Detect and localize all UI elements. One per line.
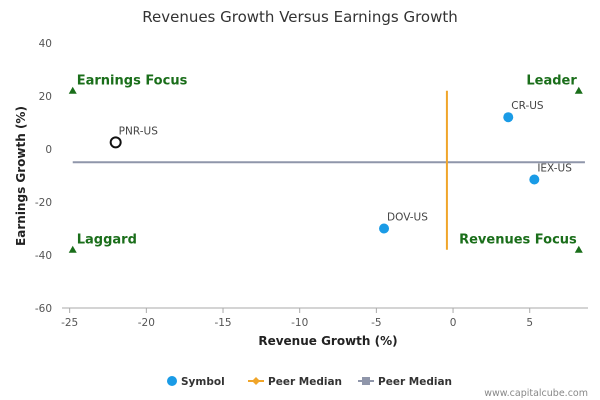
quadrant-label: Revenues Focus bbox=[459, 233, 577, 248]
x-tick-label: -20 bbox=[138, 317, 155, 329]
data-point-label: DOV-US bbox=[387, 212, 428, 224]
y-tick-label: 0 bbox=[45, 144, 52, 156]
x-tick-label: -10 bbox=[291, 317, 308, 329]
data-point bbox=[379, 223, 390, 234]
legend-label: Symbol bbox=[181, 376, 225, 388]
legend-square-icon bbox=[362, 377, 370, 385]
quadrant-label: Leader bbox=[526, 74, 577, 89]
x-tick-label: -25 bbox=[61, 317, 78, 329]
data-point-label: PNR-US bbox=[119, 125, 159, 137]
x-tick-label: -5 bbox=[371, 317, 381, 329]
plot-area: -25 -20 -15 -10 -5 0 5 40 20 0 -20 -40 -60 Earnings F… bbox=[35, 38, 588, 329]
source-credit: www.capitalcube.com bbox=[484, 388, 588, 399]
y-axis-label: Earnings Growth (%) bbox=[14, 106, 28, 246]
legend-label: Peer Median bbox=[268, 376, 342, 388]
quadrant-marker-icon bbox=[68, 86, 77, 94]
data-point-label: CR-US bbox=[511, 100, 544, 112]
y-tick-label: 40 bbox=[39, 38, 52, 50]
quadrant-label: Earnings Focus bbox=[77, 74, 188, 89]
quadrant-label: Laggard bbox=[77, 233, 137, 248]
quadrant-marker-icon bbox=[574, 245, 583, 253]
data-point bbox=[109, 136, 122, 149]
chart-title: Revenues Growth Versus Earnings Growth bbox=[142, 8, 458, 26]
quadrant-marker-icon bbox=[68, 245, 77, 253]
x-tick-label: 5 bbox=[526, 317, 533, 329]
y-tick-label: -40 bbox=[35, 250, 52, 262]
x-tick-label: 0 bbox=[450, 317, 457, 329]
x-tick-label: -15 bbox=[214, 317, 231, 329]
x-axis-label: Revenue Growth (%) bbox=[258, 334, 397, 348]
data-point bbox=[529, 174, 540, 185]
y-tick-label: 20 bbox=[39, 91, 52, 103]
data-point-label: IEX-US bbox=[537, 162, 572, 174]
chart-legend: Symbol Peer Median Peer Median bbox=[167, 376, 452, 388]
legend-diamond-icon bbox=[252, 377, 260, 385]
y-tick-label: -60 bbox=[35, 303, 52, 315]
legend-label: Peer Median bbox=[378, 376, 452, 388]
legend-symbol-icon bbox=[167, 376, 177, 386]
quadrant-marker-icon bbox=[574, 86, 583, 94]
data-point bbox=[503, 112, 514, 123]
y-tick-label: -20 bbox=[35, 197, 52, 209]
